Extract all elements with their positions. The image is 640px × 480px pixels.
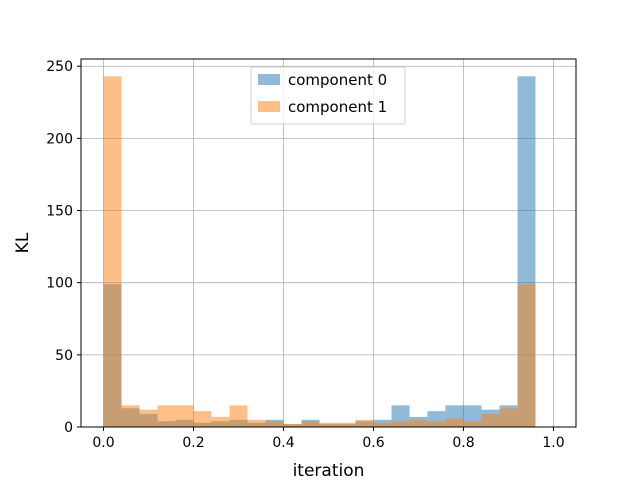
histogram-bar — [229, 405, 248, 427]
legend: component 0 component 1 — [250, 66, 406, 125]
histogram-bar — [139, 409, 158, 427]
y-tick-label: 0 — [64, 420, 73, 436]
histogram-bar — [427, 421, 446, 427]
histogram-bar — [175, 405, 194, 427]
x-axis-label: iteration — [293, 461, 365, 480]
histogram-bar — [337, 422, 356, 427]
histogram-bar — [355, 419, 374, 427]
histogram-bar — [319, 422, 338, 427]
x-tick-label: 0.4 — [272, 435, 294, 451]
histogram-bar — [517, 284, 536, 427]
axes-frame — [80, 58, 577, 428]
histogram-bar — [463, 421, 482, 427]
histogram-bar — [121, 405, 140, 427]
histogram-bar — [265, 421, 284, 427]
histogram-bar — [499, 408, 518, 427]
x-tick-label: 0.0 — [92, 435, 114, 451]
histogram-bar — [391, 421, 410, 427]
histogram-bar — [283, 424, 302, 427]
histogram-bar — [193, 411, 212, 427]
histogram-bar — [301, 421, 320, 427]
legend-frame — [250, 66, 406, 125]
histogram-bar — [157, 405, 176, 427]
y-tick-label: 150 — [46, 204, 73, 220]
histogram-bar — [409, 419, 428, 427]
legend-swatch — [258, 101, 280, 112]
y-tick-label: 50 — [55, 348, 73, 364]
histogram-bars — [103, 76, 536, 427]
series-1-bars — [103, 76, 536, 427]
y-tick-label: 100 — [46, 276, 73, 292]
histogram-bar — [247, 419, 266, 427]
x-tick-label: 0.6 — [362, 435, 384, 451]
legend-label: component 0 — [288, 71, 387, 89]
series-0-bars — [103, 76, 536, 427]
y-axis-ticks: 0 50 100 150 200 250 — [46, 59, 81, 436]
histogram-bar — [481, 414, 500, 427]
legend-label: component 1 — [288, 98, 387, 116]
x-tick-label: 0.8 — [452, 435, 474, 451]
histogram-bar — [211, 416, 230, 427]
y-axis-label: KL — [13, 232, 33, 253]
histogram-bar — [445, 418, 464, 427]
x-tick-label: 0.2 — [182, 435, 204, 451]
y-tick-label: 200 — [46, 131, 73, 147]
y-tick-label: 250 — [46, 59, 73, 75]
histogram-bar — [373, 422, 392, 427]
legend-swatch — [258, 74, 280, 85]
x-tick-label: 1.0 — [542, 435, 564, 451]
x-axis-ticks: 0.0 0.2 0.4 0.6 0.8 1.0 — [92, 427, 565, 451]
histogram-bar — [103, 76, 122, 427]
